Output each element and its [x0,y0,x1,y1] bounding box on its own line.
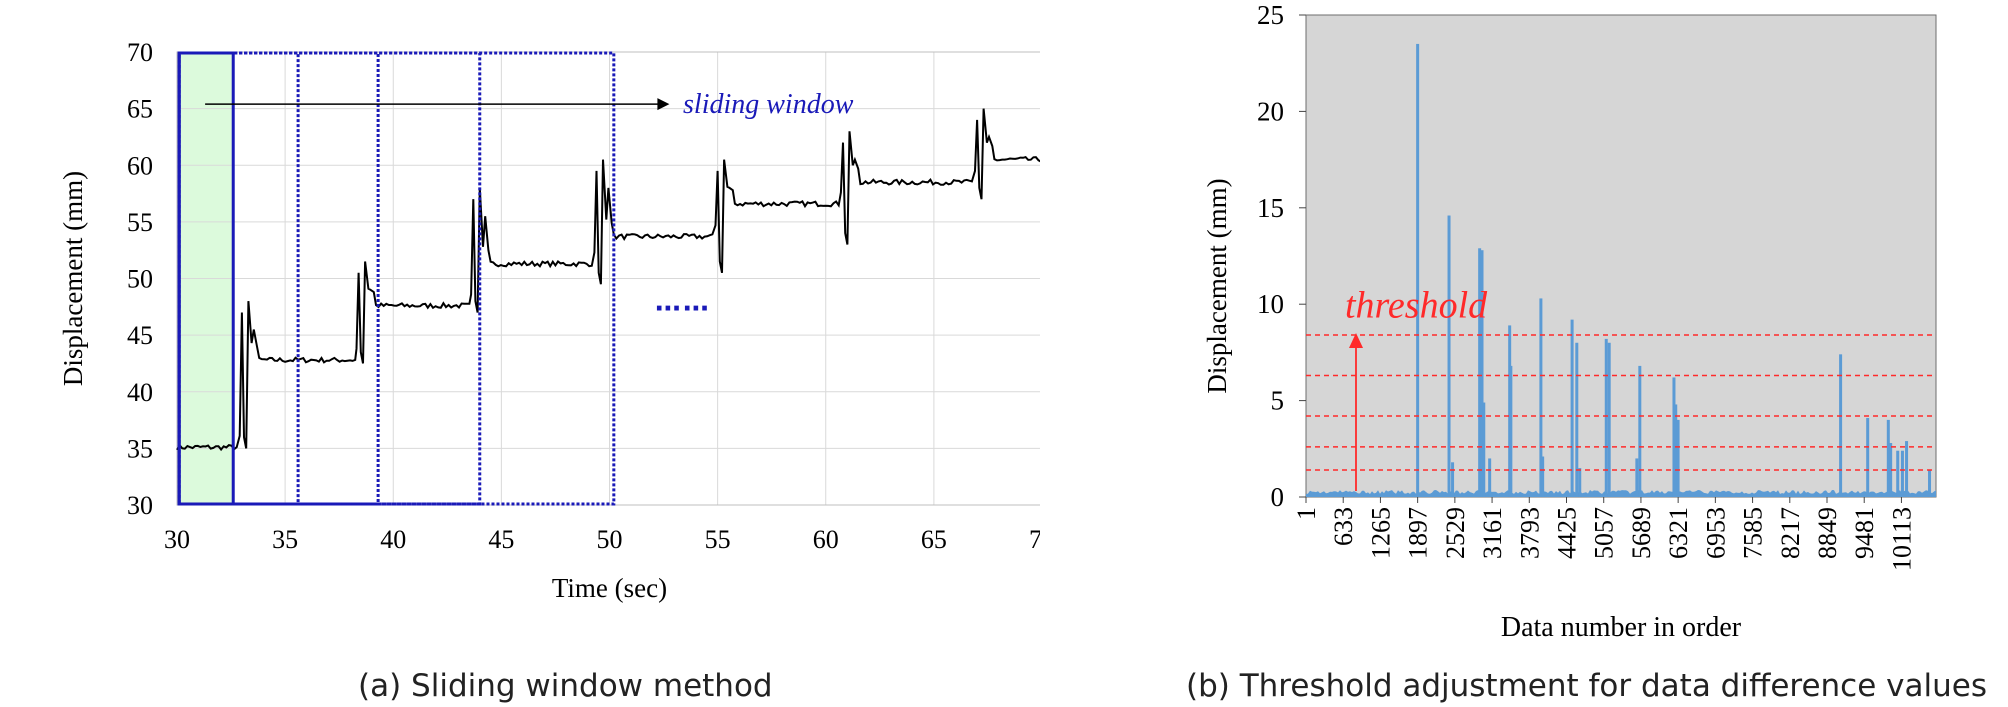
x-axis-title: Data number in order [1501,612,1742,640]
difference-bar [1928,470,1932,497]
x-tick-label: 5689 [1627,507,1656,559]
x-tick-label: 30 [164,525,190,554]
x-tick-label: 40 [380,525,406,554]
window-arrow-head [657,98,670,111]
difference-bar [1575,342,1579,497]
x-tick-label: 35 [272,525,298,554]
x-tick-label: 8849 [1813,507,1842,559]
y-tick-label: 25 [1257,0,1284,30]
x-tick-label: 10113 [1887,507,1916,571]
difference-bar [1638,365,1642,497]
y-tick-label: 30 [127,491,153,520]
y-tick-label: 15 [1257,193,1284,223]
x-tick-label: 6321 [1664,507,1693,559]
difference-bar [1607,342,1611,497]
y-tick-label: 50 [127,265,153,294]
difference-bar [1478,248,1482,497]
x-tick-label: 5057 [1590,507,1619,559]
x-tick-label: 65 [921,525,947,554]
y-tick-label: 70 [127,38,153,67]
caption-a: (a) Sliding window method [358,668,773,704]
difference-bar [1889,443,1893,497]
difference-bar [1480,250,1484,497]
x-tick-label: 8217 [1776,507,1805,559]
x-tick-label: 1897 [1404,507,1433,559]
x-tick-label: 4425 [1553,507,1582,559]
y-tick-label: 5 [1271,386,1285,416]
x-tick-label: 60 [813,525,839,554]
y-axis-title: Displacement (mm) [58,171,88,386]
difference-bar [1482,402,1486,497]
x-tick-label: 3161 [1478,507,1507,559]
difference-bar [1635,458,1639,497]
difference-bar [1509,365,1513,497]
difference-bar [1672,377,1676,497]
caption-b: (b) Threshold adjustment for data differ… [1186,668,1987,704]
difference-bar [1674,404,1678,497]
sliding-window-5 [177,51,616,506]
difference-bar [1676,419,1680,497]
chart-a-sliding-window: 30 35 40 45 50 55 60 65 70 30 35 40 45 50 55 60 65 70 Time… [58,38,1040,603]
threshold-arrow-head [1349,333,1363,349]
difference-bar [1447,215,1451,497]
difference-bar [1886,419,1890,497]
displacement-series [176,108,1040,452]
x-tick-label: 55 [705,525,731,554]
x-tick-label: 70 [1029,525,1040,554]
difference-bar [1905,441,1909,497]
difference-bar [1570,319,1574,497]
x-axis-title: Time (sec) [552,573,667,603]
difference-bar [1541,456,1545,497]
y-tick-label: 35 [127,434,153,463]
x-tick-label: 50 [597,525,623,554]
chart-b-threshold: threshold 0 5 10 15 20 25 1 633 1265 1897 2529 3161 3… [1202,0,1937,640]
y-tick-label: 20 [1257,96,1284,126]
x-tick-label: 633 [1329,507,1358,546]
difference-bar [1488,458,1492,497]
y-tick-label: 45 [127,321,153,350]
y-tick-label: 65 [127,95,153,124]
difference-bar [1866,417,1870,497]
sliding-window-label: sliding window [683,89,854,120]
difference-bar [1451,462,1455,497]
y-tick-label: 40 [127,378,153,407]
difference-bar [1416,43,1420,498]
difference-bar [1604,338,1608,497]
y-tick-label: 0 [1271,482,1285,512]
y-tick-label: 55 [127,208,153,237]
x-tick-label: 45 [488,525,514,554]
x-tick-label: 9481 [1850,507,1879,559]
difference-bar [1578,468,1582,497]
x-tick-label: 7585 [1739,507,1768,559]
y-axis-title: Displacement (mm) [1202,178,1232,393]
difference-bar [1900,450,1904,497]
y-tick-label: 60 [127,151,153,180]
x-tick-label: 2529 [1441,507,1470,559]
difference-bar [1539,298,1543,497]
difference-bar [1839,354,1843,497]
x-tick-label: 6953 [1701,507,1730,559]
baseline-noise [1306,490,1936,497]
x-tick-label: 1265 [1366,507,1395,559]
difference-bar [1896,450,1900,497]
threshold-label: threshold [1345,285,1488,327]
y-tick-label: 10 [1257,289,1284,319]
continuation-ellipsis: …… [655,288,711,318]
x-tick-label: 1 [1292,507,1321,520]
x-tick-label: 3793 [1515,507,1544,559]
